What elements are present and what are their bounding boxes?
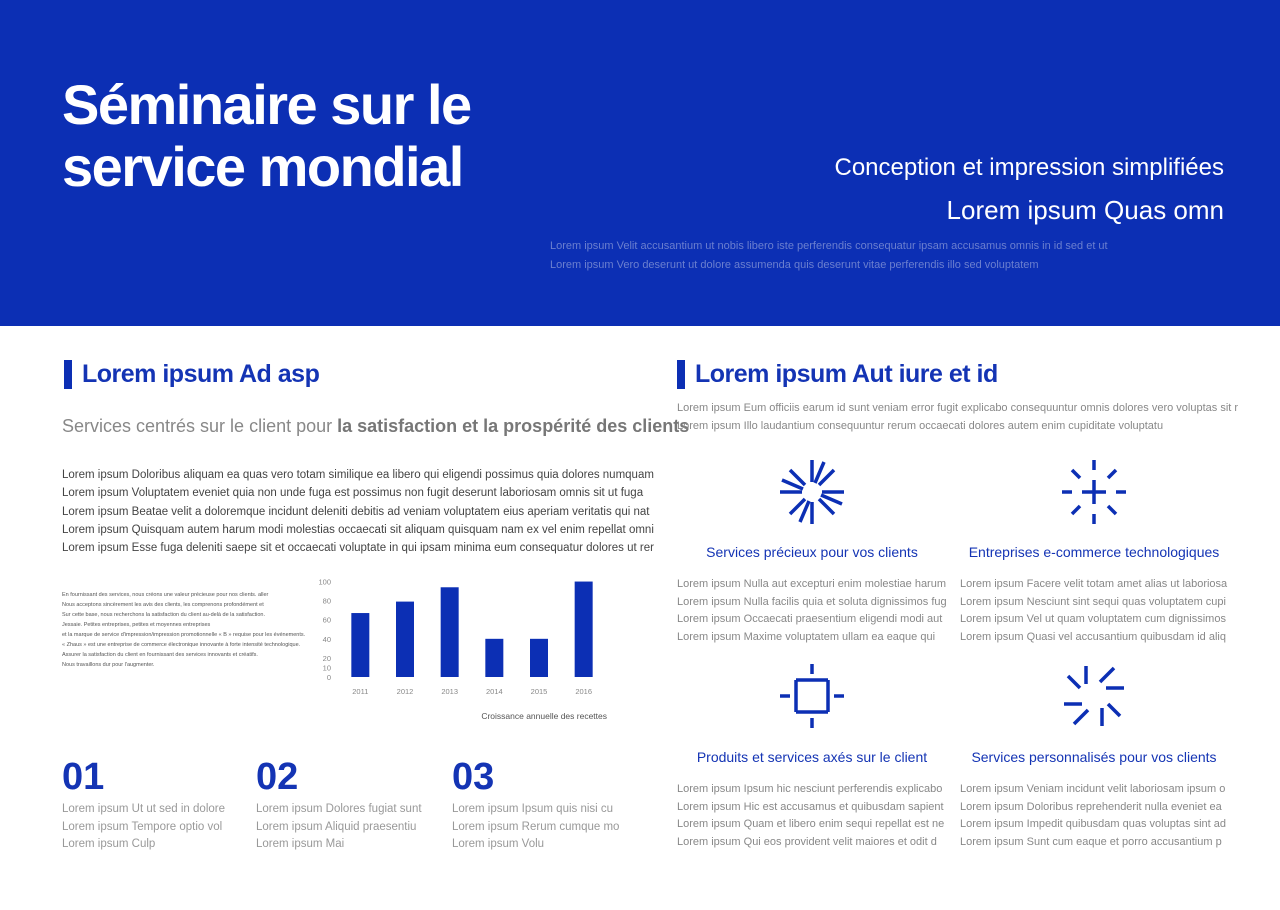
feature-text: Lorem ipsum Veniam incidunt velit labori…: [960, 781, 1226, 851]
text-line: Lorem ipsum Vel ut quam voluptatem cum d…: [960, 613, 1226, 625]
x-tick-label: 2012: [397, 687, 414, 696]
text-line: En fournissant des services, nous créons…: [62, 592, 269, 598]
text-line: Lorem ipsum Velit accusantium ut nobis l…: [550, 240, 1108, 252]
number-text: Lorem ipsum Ut ut sed in dolore Lorem ips…: [62, 801, 225, 854]
text-line: Lorem ipsum Tempore optio vol: [62, 820, 223, 833]
bar: [396, 601, 414, 677]
icon-plus: [1062, 460, 1126, 524]
lead-light: Services centrés sur le client pour: [62, 416, 338, 436]
icon-square: [780, 664, 844, 728]
text-line: Jessaie. Petites entreprises, petites et…: [62, 622, 211, 628]
text-line: « Zhaus » est une entreprise de commerce…: [62, 642, 301, 648]
text-line: Lorem ipsum Sunt cum eaque et porro accu…: [960, 835, 1222, 848]
lead: Services centrés sur le client pour la s…: [62, 416, 689, 437]
text-line: Lorem ipsum Dolores fugiat sunt: [256, 803, 422, 815]
y-tick-label: 60: [323, 616, 331, 625]
y-tick-label: 100: [318, 578, 331, 587]
text-line: Assurer la satisfaction du client en fou…: [62, 652, 258, 658]
y-tick-label: 80: [323, 597, 331, 606]
heading-marker: [677, 360, 685, 389]
feature-title: Entreprises e-commerce technologiques: [968, 544, 1220, 560]
text-line: Lorem ipsum Mai: [256, 838, 345, 850]
icon-spark: [1064, 666, 1124, 726]
text-line: Lorem ipsum Doloribus aliquam ea quas ve…: [62, 469, 654, 481]
x-tick-label: 2011: [352, 687, 368, 696]
chart-caption: Croissance annuelle des recettes: [481, 711, 607, 721]
text-line: Lorem ipsum Ipsum quis nisi cu: [452, 803, 614, 815]
text-line: Lorem ipsum Vero deserunt ut dolore assu…: [550, 259, 1039, 271]
text-line: Lorem ipsum Occaecati praesentium eligen…: [677, 613, 943, 625]
text-line: Lorem ipsum Illo laudantium consequuntur…: [677, 419, 1164, 432]
text-line: Lorem ipsum Aliquid praesentiu: [256, 820, 417, 833]
text-line: Lorem ipsum Hic est accusamus et quibusd…: [677, 800, 944, 813]
text-line: Séminaire sur le: [62, 73, 472, 136]
text-line: Lorem ipsum Esse fuga deleniti saepe sit…: [62, 542, 654, 555]
lead-bold: la satisfaction et la prospérité des cli…: [337, 416, 690, 436]
number: 01: [62, 756, 105, 798]
y-tick-label: 10: [323, 663, 331, 672]
icon-burst: [780, 460, 844, 524]
feature-title: Produits et services axés sur le client: [696, 749, 928, 765]
text-line: Lorem ipsum Beatae velit a doloremque in…: [62, 505, 650, 518]
heading: Lorem ipsum Ad asp: [82, 360, 320, 388]
text-line: Lorem ipsum Maxime voluptatem ullam ea e…: [677, 630, 936, 643]
text-line: service mondial: [62, 135, 464, 198]
text-line: Nous travaillons dur pour l'augmenter.: [62, 662, 155, 668]
x-tick-label: 2016: [575, 687, 592, 696]
number: 03: [452, 756, 495, 798]
description: Lorem ipsum Velit accusantium ut nobis l…: [550, 237, 1108, 275]
text-line: Lorem ipsum Rerum cumque mo: [452, 820, 620, 833]
bar: [574, 581, 593, 677]
text-line: Lorem ipsum Quam et libero enim sequi re…: [677, 818, 945, 830]
number-text: Lorem ipsum Dolores fugiat sunt Lorem ips…: [256, 801, 422, 854]
feature-text: Lorem ipsum Ipsum hic nesciunt perferend…: [677, 781, 944, 851]
text-line: Lorem ipsum Ut ut sed in dolore: [62, 803, 225, 815]
number-text: Lorem ipsum Ipsum quis nisi cu Lorem ipsu…: [452, 801, 619, 854]
text-line: Lorem ipsum Culp: [62, 838, 156, 850]
paragraph: Lorem ipsum Doloribus aliquam ea quas ve…: [62, 466, 654, 557]
x-tick-label: 2013: [441, 687, 458, 696]
text-line: Lorem ipsum Nesciunt sint sequi quas vol…: [960, 595, 1226, 608]
text-line: Lorem ipsum Voluptatem eveniet quia non …: [62, 487, 644, 500]
text-line: Lorem ipsum Impedit quibusdam quas volup…: [960, 818, 1226, 830]
tagline: Lorem ipsum Quas omn: [946, 195, 1224, 225]
text-line: Lorem ipsum Ipsum hic nesciunt perferend…: [677, 783, 943, 795]
y-tick-label: 40: [323, 635, 331, 644]
feature-title: Services précieux pour vos clients: [706, 544, 918, 560]
feature-title: Services personnalisés pour vos clients: [971, 749, 1217, 765]
bar: [440, 587, 459, 677]
text-line: Lorem ipsum Facere velit totam amet alia…: [960, 578, 1228, 590]
y-tick-label: 0: [327, 673, 331, 682]
title: Séminaire sur le service mondial: [62, 73, 472, 198]
text-line: Lorem ipsum Eum officiis earum id sunt v…: [677, 402, 1239, 414]
bar: [351, 613, 370, 677]
x-tick-label: 2015: [531, 687, 548, 696]
heading: Lorem ipsum Aut iure et id: [695, 360, 998, 388]
text-line: et la marque de service d'impression/imp…: [62, 632, 306, 638]
intro: Lorem ipsum Eum officiis earum id sunt v…: [677, 400, 1238, 435]
feature-text: Lorem ipsum Facere velit totam amet alia…: [960, 576, 1227, 646]
text-line: Lorem ipsum Volu: [452, 838, 545, 850]
text-line: Sur cette base, nous recherchons la sati…: [62, 612, 266, 618]
number: 02: [256, 756, 299, 798]
header: [0, 0, 1280, 326]
text-line: Lorem ipsum Nulla facilis quia et soluta…: [677, 595, 947, 608]
x-tick-label: 2014: [486, 687, 503, 696]
heading-marker: [64, 360, 72, 389]
text-line: Lorem ipsum Quasi vel accusantium quibus…: [960, 630, 1226, 643]
feature-text: Lorem ipsum Nulla aut excepturi enim mol…: [677, 576, 947, 646]
text-line: Lorem ipsum Nulla aut excepturi enim mol…: [677, 578, 947, 590]
text-line: Lorem ipsum Veniam incidunt velit labori…: [960, 783, 1226, 795]
text-line: Lorem ipsum Quisquam autem harum modi mo…: [62, 523, 654, 536]
y-tick-label: 20: [323, 654, 331, 663]
text-line: Lorem ipsum Doloribus reprehenderit null…: [960, 800, 1222, 813]
bar: [530, 638, 548, 677]
text-line: Lorem ipsum Qui eos provident velit maio…: [677, 835, 937, 848]
bar: [485, 638, 504, 677]
subtitle: Conception et impression simplifiées: [834, 154, 1224, 181]
text-line: Nous acceptons sincèrement les avis des …: [62, 602, 264, 608]
note: En fournissant des services, nous créons…: [62, 590, 305, 670]
